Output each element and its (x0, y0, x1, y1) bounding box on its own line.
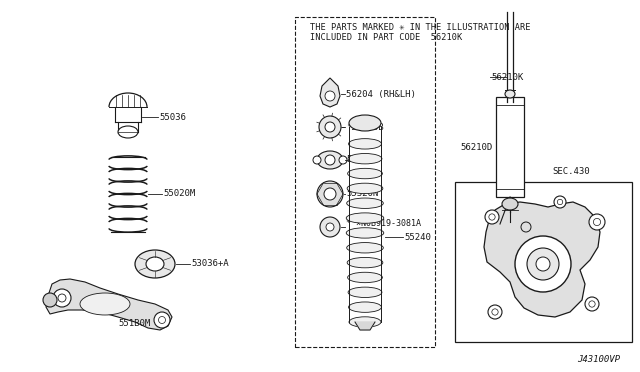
Text: INCLUDED IN PART CODE  56210K: INCLUDED IN PART CODE 56210K (310, 32, 462, 42)
Bar (455, 182, 632, 342)
Ellipse shape (320, 217, 340, 237)
Polygon shape (46, 279, 172, 330)
Ellipse shape (339, 156, 347, 164)
Ellipse shape (348, 287, 382, 298)
Ellipse shape (502, 198, 518, 210)
Bar (295, 17, 435, 347)
Ellipse shape (347, 183, 383, 193)
Text: 53036+A: 53036+A (191, 260, 228, 269)
Ellipse shape (349, 302, 381, 312)
Ellipse shape (557, 199, 563, 205)
Text: 551B0M: 551B0M (118, 320, 150, 328)
Ellipse shape (505, 90, 515, 98)
Text: 55240: 55240 (404, 232, 431, 241)
Ellipse shape (593, 218, 600, 225)
Ellipse shape (527, 248, 559, 280)
Ellipse shape (554, 196, 566, 208)
Ellipse shape (349, 139, 381, 149)
Ellipse shape (317, 181, 343, 207)
Polygon shape (320, 78, 340, 107)
Ellipse shape (485, 210, 499, 224)
Ellipse shape (488, 305, 502, 319)
Ellipse shape (348, 169, 382, 179)
Text: 5533B: 5533B (346, 155, 373, 164)
Ellipse shape (317, 151, 343, 169)
Text: (4): (4) (353, 230, 368, 238)
Ellipse shape (489, 214, 495, 220)
Ellipse shape (53, 289, 71, 307)
Text: THE PARTS MARKED ✳ IN THE ILLUSTRATION ARE: THE PARTS MARKED ✳ IN THE ILLUSTRATION A… (310, 22, 531, 32)
Ellipse shape (135, 250, 175, 278)
Polygon shape (484, 202, 600, 317)
Ellipse shape (347, 243, 383, 253)
Text: 56210D: 56210D (460, 142, 492, 151)
Text: 55036: 55036 (159, 112, 186, 122)
Text: * ×N0B919-3081A: * ×N0B919-3081A (346, 218, 421, 228)
Ellipse shape (492, 309, 498, 315)
Ellipse shape (349, 317, 381, 327)
Ellipse shape (80, 293, 130, 315)
Ellipse shape (118, 126, 138, 138)
Ellipse shape (325, 122, 335, 132)
Text: *55040B: *55040B (346, 122, 383, 131)
Text: 56210K: 56210K (491, 73, 524, 81)
Ellipse shape (347, 257, 383, 268)
Ellipse shape (349, 115, 381, 131)
Ellipse shape (325, 91, 335, 101)
Ellipse shape (43, 293, 57, 307)
Text: J43100VP: J43100VP (577, 355, 620, 364)
Ellipse shape (347, 198, 383, 208)
Polygon shape (355, 322, 375, 330)
Ellipse shape (515, 236, 571, 292)
Ellipse shape (319, 116, 341, 138)
Text: 55320N: 55320N (346, 189, 378, 199)
Ellipse shape (326, 223, 334, 231)
Ellipse shape (585, 297, 599, 311)
Ellipse shape (589, 301, 595, 307)
Ellipse shape (348, 154, 382, 164)
Bar (496, 97, 524, 197)
Ellipse shape (324, 188, 336, 200)
Ellipse shape (313, 156, 321, 164)
Text: 55020M: 55020M (163, 189, 195, 199)
Text: SEC.430: SEC.430 (552, 167, 589, 176)
Ellipse shape (58, 294, 66, 302)
Ellipse shape (348, 272, 382, 283)
Ellipse shape (154, 312, 170, 328)
Ellipse shape (346, 213, 384, 223)
Ellipse shape (325, 155, 335, 165)
Ellipse shape (521, 222, 531, 232)
Text: 56204 (RH&LH): 56204 (RH&LH) (346, 90, 416, 99)
Ellipse shape (346, 228, 384, 238)
Ellipse shape (146, 257, 164, 271)
Ellipse shape (159, 317, 166, 324)
Ellipse shape (536, 257, 550, 271)
Ellipse shape (589, 214, 605, 230)
